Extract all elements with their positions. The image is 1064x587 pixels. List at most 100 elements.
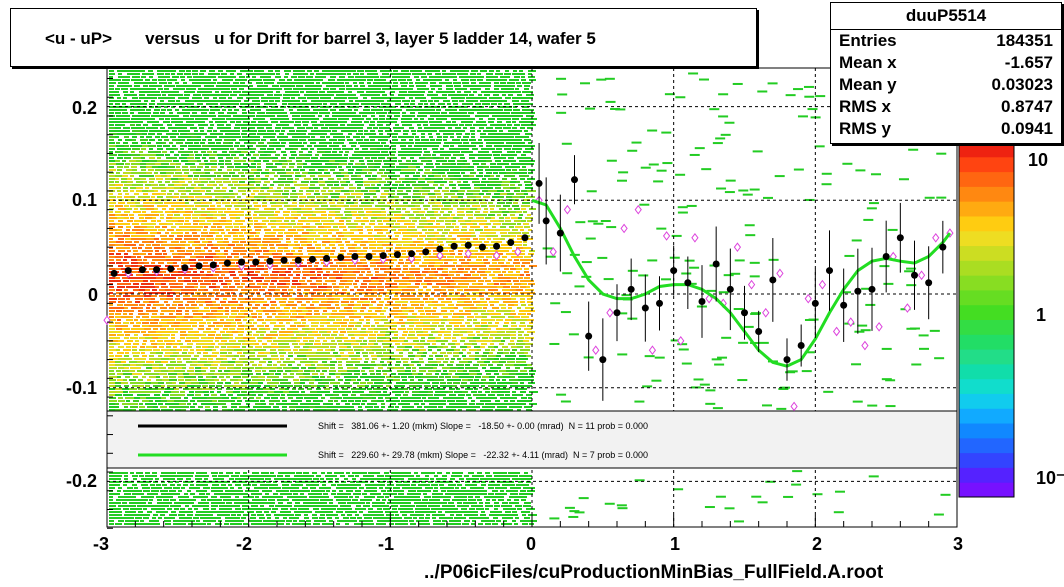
heatmap-cell	[475, 286, 482, 288]
heatmap-cell	[144, 298, 153, 300]
heatmap-cell	[489, 250, 495, 252]
heatmap-cell	[278, 232, 283, 234]
heatmap-cell	[212, 118, 219, 120]
heatmap-cell	[126, 226, 131, 228]
heatmap-cell	[503, 325, 508, 327]
heatmap-cell	[204, 79, 211, 81]
heatmap-cell	[244, 325, 251, 327]
heatmap-cell	[417, 295, 423, 297]
heatmap-cell	[136, 316, 140, 318]
heatmap-cell	[230, 268, 239, 270]
heatmap-cell	[314, 202, 322, 204]
heatmap-cell	[123, 115, 130, 117]
heatmap-cell	[413, 241, 421, 243]
heatmap-cell	[306, 109, 310, 111]
heatmap-cell	[474, 265, 483, 267]
heatmap-cell	[374, 166, 380, 168]
heatmap-cell	[419, 211, 425, 213]
heatmap-cell	[284, 202, 288, 204]
heatmap-cell	[486, 235, 492, 237]
heatmap-cell	[501, 154, 509, 156]
heatmap-cell	[232, 133, 240, 135]
heatmap-cell	[345, 208, 352, 210]
heatmap-cell	[153, 310, 158, 312]
heatmap-cell	[225, 193, 234, 195]
heatmap-cell	[526, 292, 535, 294]
heatmap-cell	[319, 91, 325, 93]
heatmap-cell	[364, 316, 372, 318]
heatmap-cell	[138, 109, 145, 111]
heatmap-cell	[440, 244, 444, 246]
heatmap-cell	[231, 211, 240, 213]
heatmap-cell	[270, 307, 275, 309]
heatmap-cell	[459, 316, 464, 318]
heatmap-cell	[497, 118, 503, 120]
heatmap-cell	[454, 328, 460, 330]
heatmap-cell	[286, 253, 293, 255]
heatmap-cell	[152, 127, 158, 129]
heatmap-cell	[137, 79, 143, 81]
heatmap-cell	[488, 178, 496, 180]
heatmap-cell	[489, 181, 496, 183]
heatmap-cell	[456, 304, 464, 306]
heatmap-cell	[270, 322, 276, 324]
heatmap-cell	[470, 79, 476, 81]
heatmap-cell	[176, 286, 183, 288]
heatmap-cell	[414, 256, 421, 258]
heatmap-cell	[124, 292, 132, 294]
heatmap-cell	[392, 76, 400, 78]
heatmap-cell	[423, 325, 430, 327]
heatmap-cell	[360, 259, 366, 261]
heatmap-cell	[179, 70, 185, 72]
heatmap-cell	[479, 193, 484, 195]
heatmap-cell	[512, 301, 518, 303]
heatmap-cell	[485, 169, 494, 171]
heatmap-cell	[138, 229, 145, 231]
heatmap-cell	[297, 289, 301, 291]
heatmap-cell	[190, 127, 197, 129]
heatmap-cell	[193, 76, 202, 78]
heatmap-cell	[429, 76, 437, 78]
heatmap-cell	[147, 283, 154, 285]
heatmap-cell	[419, 235, 426, 237]
heatmap-cell	[527, 331, 535, 333]
heatmap-cell	[198, 259, 206, 261]
heatmap-cell	[506, 283, 512, 285]
heatmap-cell	[341, 304, 348, 306]
heatmap-cell	[401, 121, 409, 123]
heatmap-cell	[316, 73, 324, 75]
heatmap-cell	[238, 202, 246, 204]
heatmap-cell	[380, 226, 389, 228]
heatmap-cell	[394, 280, 402, 282]
heatmap-cell	[266, 193, 270, 195]
heatmap-cell	[402, 253, 406, 255]
heatmap-cell	[240, 82, 245, 84]
heatmap-cell	[152, 307, 156, 309]
heatmap-cell	[206, 328, 211, 330]
heatmap-cell	[384, 190, 389, 192]
heatmap-cell	[452, 76, 457, 78]
heatmap-cell	[454, 325, 459, 327]
heatmap-cell	[262, 331, 266, 333]
heatmap-cell	[511, 322, 516, 324]
heatmap-cell	[319, 331, 328, 333]
heatmap-cell	[350, 130, 357, 132]
heatmap-cell	[516, 289, 523, 291]
heatmap-cell	[190, 319, 199, 321]
heatmap-cell	[398, 151, 406, 153]
heatmap-cell	[331, 100, 340, 102]
heatmap-cell	[500, 139, 509, 141]
heatmap-cell	[165, 160, 172, 162]
heatmap-cell	[118, 298, 125, 300]
heatmap-cell	[170, 202, 179, 204]
heatmap-cell	[399, 184, 404, 186]
heatmap-cell	[166, 217, 174, 219]
heatmap-cell	[396, 211, 401, 213]
heatmap-cell	[109, 238, 113, 240]
heatmap-cell	[265, 232, 271, 234]
heatmap-cell	[388, 196, 396, 198]
heatmap-cell	[469, 94, 474, 96]
heatmap-cell	[263, 310, 272, 312]
heatmap-cell	[205, 76, 213, 78]
heatmap-cell	[410, 157, 414, 159]
